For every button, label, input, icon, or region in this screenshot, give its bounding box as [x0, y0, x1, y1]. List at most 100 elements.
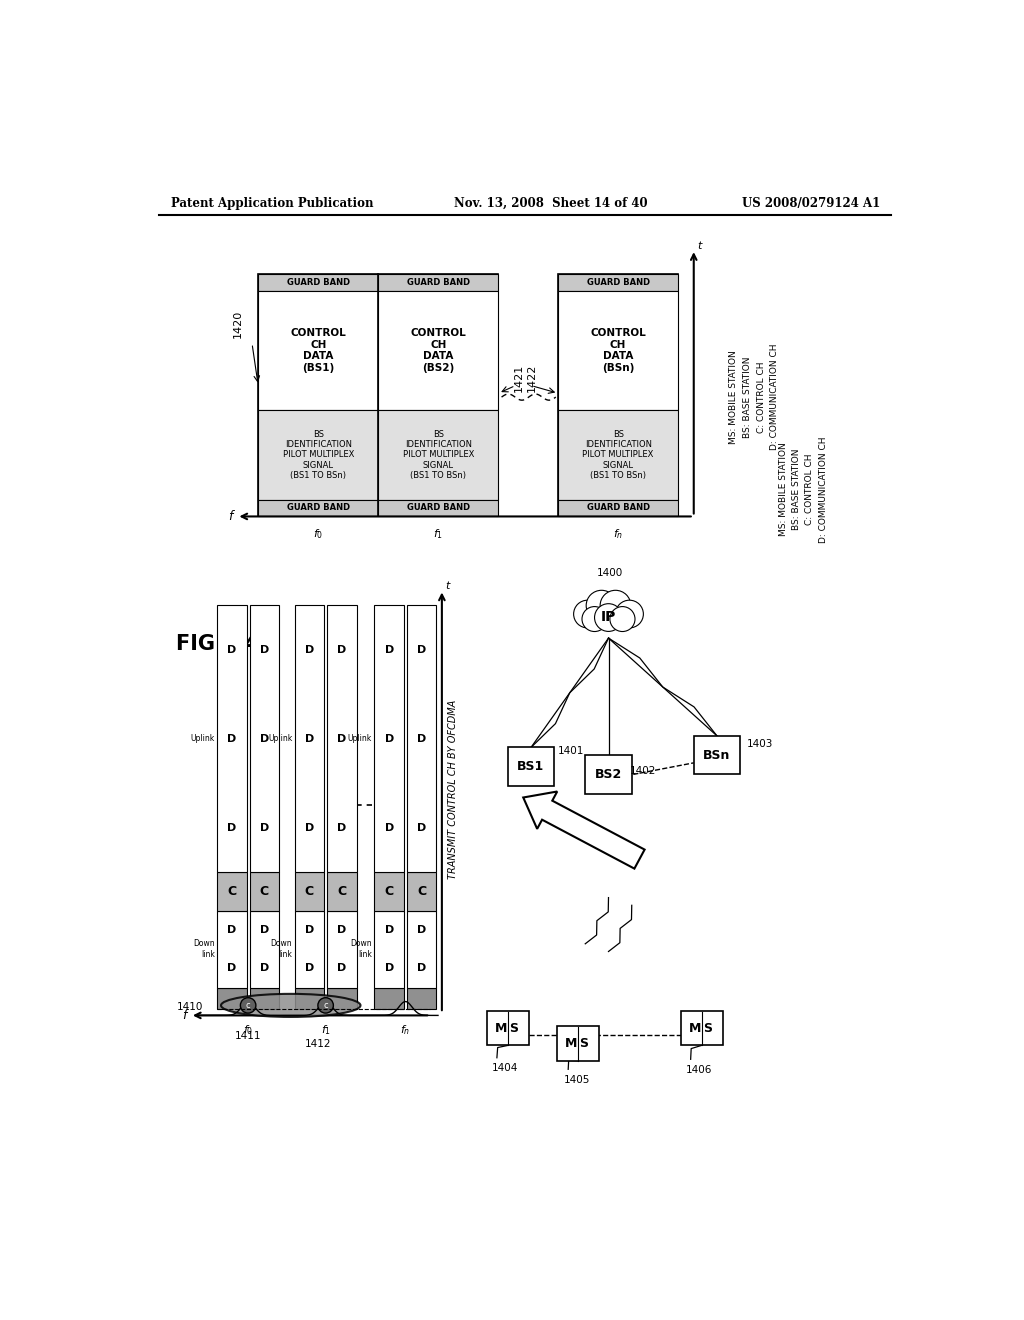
- Bar: [558, 275, 678, 290]
- Text: $f_1$: $f_1$: [321, 1023, 331, 1038]
- Bar: [407, 873, 436, 911]
- Text: D: D: [417, 925, 426, 935]
- Bar: [258, 290, 378, 411]
- Text: 1403: 1403: [746, 739, 773, 748]
- Bar: [378, 275, 499, 290]
- Text: C: C: [260, 884, 269, 898]
- Text: C: CONTROL CH: C: CONTROL CH: [805, 454, 814, 525]
- Text: 1420: 1420: [232, 310, 243, 338]
- Text: t: t: [697, 240, 702, 251]
- Bar: [217, 987, 247, 1010]
- Text: D: D: [385, 822, 394, 833]
- Bar: [295, 605, 324, 873]
- Bar: [378, 275, 499, 516]
- Text: C: C: [337, 884, 346, 898]
- Circle shape: [241, 998, 256, 1014]
- Text: 1400: 1400: [597, 568, 624, 578]
- Text: C: C: [417, 884, 426, 898]
- Bar: [586, 755, 632, 793]
- Text: Patent Application Publication: Patent Application Publication: [171, 197, 373, 210]
- Text: D: D: [260, 925, 269, 935]
- Bar: [558, 411, 678, 499]
- Bar: [375, 873, 403, 911]
- Text: C: C: [227, 884, 237, 898]
- Circle shape: [573, 601, 601, 628]
- Text: D: D: [227, 925, 237, 935]
- Text: Down
link: Down link: [270, 940, 292, 958]
- Text: M: M: [565, 1038, 578, 1051]
- Bar: [375, 605, 403, 873]
- Text: Nov. 13, 2008  Sheet 14 of 40: Nov. 13, 2008 Sheet 14 of 40: [454, 197, 647, 210]
- Bar: [407, 911, 436, 987]
- Bar: [407, 987, 436, 1010]
- Bar: [681, 1011, 723, 1045]
- Text: IP: IP: [601, 610, 616, 623]
- Text: TRANSMIT CONTROL CH BY OFCDMA: TRANSMIT CONTROL CH BY OFCDMA: [449, 700, 458, 879]
- Text: D: COMMUNICATION CH: D: COMMUNICATION CH: [770, 343, 779, 450]
- Text: 1406: 1406: [686, 1065, 713, 1076]
- Bar: [258, 275, 378, 290]
- Text: D: D: [227, 822, 237, 833]
- Bar: [693, 737, 740, 775]
- Bar: [486, 1011, 529, 1045]
- Text: D: D: [305, 964, 314, 973]
- Text: BS
IDENTIFICATION
PILOT MULTIPLEX
SIGNAL
(BS1 TO BSn): BS IDENTIFICATION PILOT MULTIPLEX SIGNAL…: [402, 429, 474, 480]
- Text: BS2: BS2: [595, 768, 623, 781]
- Bar: [328, 987, 356, 1010]
- Bar: [295, 873, 324, 911]
- Bar: [217, 911, 247, 987]
- Text: $f_1$: $f_1$: [433, 527, 443, 541]
- Text: D: D: [385, 964, 394, 973]
- Text: D: D: [260, 822, 269, 833]
- Bar: [250, 987, 280, 1010]
- Text: c: c: [246, 1001, 251, 1010]
- Bar: [375, 911, 403, 987]
- Bar: [558, 275, 678, 516]
- Text: D: D: [227, 644, 237, 655]
- Text: GUARD BAND: GUARD BAND: [587, 279, 650, 286]
- Text: D: D: [260, 644, 269, 655]
- Bar: [295, 987, 324, 1010]
- Bar: [378, 499, 499, 516]
- Bar: [557, 1026, 599, 1061]
- Circle shape: [317, 998, 334, 1014]
- Bar: [328, 911, 356, 987]
- Text: D: D: [337, 822, 346, 833]
- Text: $f_0$: $f_0$: [313, 527, 324, 541]
- Text: M: M: [496, 1022, 508, 1035]
- Text: D: D: [337, 925, 346, 935]
- Text: US 2008/0279124 A1: US 2008/0279124 A1: [741, 197, 880, 210]
- Text: C: C: [305, 884, 314, 898]
- Text: C: CONTROL CH: C: CONTROL CH: [757, 362, 766, 433]
- Text: 1422: 1422: [527, 364, 538, 392]
- Text: D: D: [337, 964, 346, 973]
- Bar: [328, 873, 356, 911]
- Text: 1402: 1402: [630, 766, 656, 776]
- Text: $f_n$: $f_n$: [400, 1023, 411, 1038]
- Text: 1401: 1401: [558, 746, 585, 756]
- Text: f: f: [182, 1008, 187, 1022]
- Text: D: D: [305, 925, 314, 935]
- Text: GUARD BAND: GUARD BAND: [407, 279, 470, 286]
- Text: BS1: BS1: [517, 760, 545, 774]
- Text: BSn: BSn: [703, 748, 731, 762]
- Bar: [295, 911, 324, 987]
- Bar: [328, 605, 356, 873]
- FancyArrow shape: [523, 792, 644, 869]
- Text: C: C: [385, 884, 394, 898]
- Text: D: D: [305, 644, 314, 655]
- Bar: [558, 290, 678, 411]
- Text: D: D: [417, 644, 426, 655]
- Text: D: COMMUNICATION CH: D: COMMUNICATION CH: [818, 436, 827, 543]
- Text: 1411: 1411: [234, 1031, 261, 1040]
- Bar: [258, 275, 378, 516]
- Bar: [375, 987, 403, 1010]
- Circle shape: [586, 590, 616, 620]
- Text: D: D: [260, 734, 269, 743]
- Text: Uplink: Uplink: [190, 734, 215, 743]
- Text: D: D: [417, 734, 426, 743]
- Bar: [217, 873, 247, 911]
- Text: CONTROL
CH
DATA
(BS2): CONTROL CH DATA (BS2): [411, 329, 466, 374]
- Text: BS: BASE STATION: BS: BASE STATION: [793, 449, 801, 531]
- Bar: [378, 411, 499, 499]
